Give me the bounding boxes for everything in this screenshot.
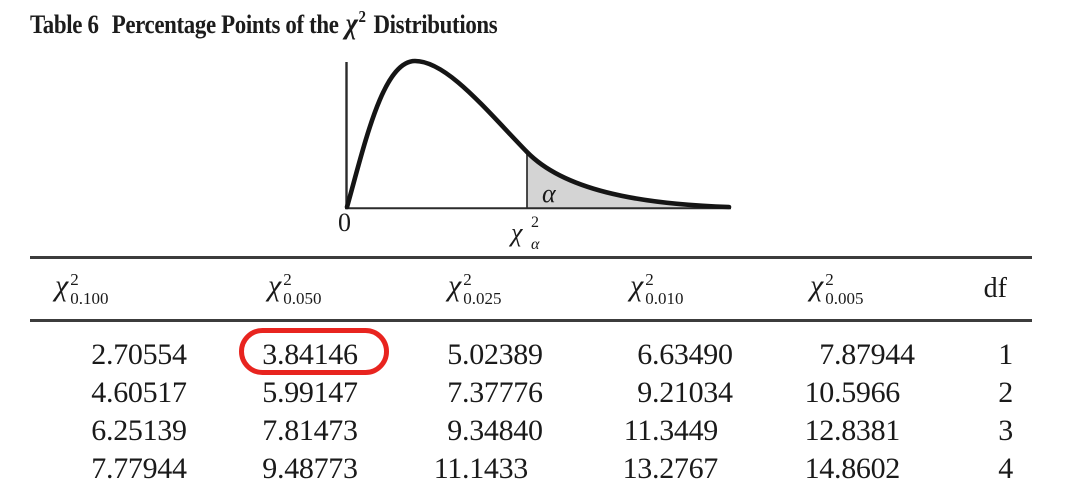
chi-superscript: 2	[463, 270, 472, 289]
cell-df: 3	[998, 414, 1013, 447]
chi-subscript: 0.100	[70, 289, 109, 308]
distribution-curve-svg: 0 χ 2 α α	[338, 58, 732, 253]
cell-chi-0005: 7.87944	[819, 338, 915, 371]
table-row: 4.60517 5.99147 7.37776 9.21034 10.5966 …	[30, 374, 1032, 412]
cell-chi-0050: 5.99147	[262, 376, 358, 409]
column-header-df: df	[983, 273, 1007, 304]
cell-chi-0010: 11.3449	[623, 414, 719, 447]
table-row: 2.70554 3.84146 5.02389 6.63490 7.87944 …	[30, 336, 1032, 374]
chi-symbol: χ	[55, 269, 69, 302]
chi-subscript: 0.050	[283, 289, 322, 308]
cell-chi-0005: 12.8381	[804, 414, 901, 447]
cell-chi-0100: 2.70554	[91, 338, 187, 371]
table-row: 7.77944 9.48773 11.1433 13.2767 14.8602 …	[30, 450, 1032, 488]
chi-superscript: 2	[825, 270, 834, 289]
chi-symbol: χ	[448, 269, 462, 302]
cell-chi-0010: 6.63490	[637, 338, 733, 371]
chi-square-distribution-diagram: 0 χ 2 α α	[335, 48, 765, 263]
cell-chi-0025: 9.34840	[447, 414, 543, 447]
cell-chi-0100: 6.25139	[91, 414, 187, 447]
chi-superscript: 2	[358, 7, 366, 26]
critical-value-chi: χ	[508, 218, 523, 247]
critical-value-sub: α	[531, 236, 540, 253]
title-text: Percentage Points of the	[111, 10, 339, 39]
cell-df: 1	[998, 338, 1013, 371]
chi-scripts: 2 0.050	[283, 271, 321, 307]
chi-subscript: 0.005	[825, 289, 864, 308]
origin-label: 0	[338, 208, 351, 237]
chi-symbol: χ	[268, 269, 282, 302]
column-header-chi-0050: χ 2 0.050	[210, 269, 393, 308]
chi-symbol: χ	[630, 269, 644, 302]
table-row: 6.25139 7.81473 9.34840 11.3449 12.8381 …	[30, 412, 1032, 450]
cell-chi-0025: 5.02389	[447, 338, 543, 371]
chi-square-density-curve	[344, 58, 732, 210]
cell-chi-0010: 9.21034	[637, 376, 733, 409]
cell-chi-0005: 10.5966	[804, 376, 901, 409]
chi-subscript: 0.025	[463, 289, 502, 308]
column-header-chi-0100: χ 2 0.100	[30, 269, 210, 308]
cell-chi-0025: 11.1433	[433, 452, 529, 485]
cell-chi-0050-highlighted: 3.84146	[262, 338, 358, 371]
cell-chi-0025: 7.37776	[447, 376, 543, 409]
table-top-rule	[30, 256, 1032, 259]
tail-area-label: α	[542, 179, 557, 208]
column-header-chi-0025: χ 2 0.025	[393, 269, 583, 308]
chi-superscript: 2	[283, 270, 292, 289]
chi-glyph: χ	[345, 7, 358, 40]
cell-chi-0050: 7.81473	[262, 414, 358, 447]
cell-chi-0100: 4.60517	[91, 376, 187, 409]
chi-scripts: 2 0.025	[463, 271, 501, 307]
cell-df: 4	[998, 452, 1013, 485]
cell-chi-0010: 13.2767	[622, 452, 719, 485]
cell-chi-0005: 14.8602	[804, 452, 901, 485]
chi-superscript: 2	[70, 270, 79, 289]
chi-scripts: 2 0.010	[645, 271, 683, 307]
table-header-row: χ 2 0.100 χ 2 0.050 χ 2 0.025 χ 2 0.010	[30, 259, 1032, 319]
title-suffix: Distributions	[373, 10, 498, 39]
chi-scripts: 2 0.005	[825, 271, 863, 307]
cell-df: 2	[998, 376, 1013, 409]
critical-value-sup: 2	[531, 214, 539, 231]
chi-subscript: 0.010	[645, 289, 684, 308]
alpha-tail-shaded-area	[527, 152, 729, 209]
table-body: 2.70554 3.84146 5.02389 6.63490 7.87944 …	[30, 336, 1032, 488]
chi-superscript: 2	[645, 270, 654, 289]
chi-squared-symbol: χ2	[346, 7, 366, 40]
column-header-chi-0010: χ 2 0.010	[583, 269, 773, 308]
cell-chi-0050: 9.48773	[262, 452, 358, 485]
page-title: Table 6 Percentage Points of the χ2 Distrib…	[30, 7, 498, 41]
chi-scripts: 2 0.100	[70, 271, 108, 307]
cell-chi-0100: 7.77944	[91, 452, 187, 485]
chi-symbol: χ	[810, 269, 824, 302]
table-number: Table 6	[30, 10, 99, 39]
table-header-rule	[30, 319, 1032, 322]
column-header-chi-0005: χ 2 0.005	[773, 269, 955, 308]
